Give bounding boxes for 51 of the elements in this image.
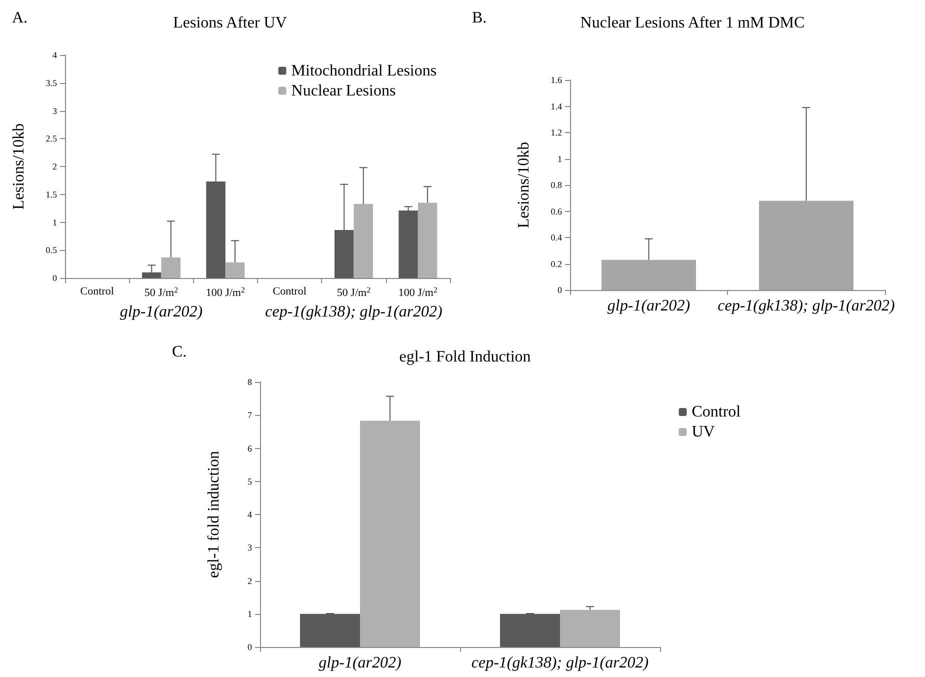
text: B. bbox=[472, 10, 487, 26]
chart-title: Lesions After UV bbox=[173, 14, 288, 32]
y-tick-label: 7 bbox=[248, 410, 252, 420]
y-tick-label: 1.6 bbox=[550, 75, 562, 85]
bar bbox=[161, 257, 180, 278]
bar bbox=[418, 202, 438, 278]
y-tick-label: 2 bbox=[52, 162, 57, 172]
y-tick-label: 2 bbox=[248, 576, 252, 586]
legend-label: Control bbox=[692, 403, 742, 420]
y-tick-label: 0.5 bbox=[46, 245, 58, 256]
y-tick-label: 3 bbox=[248, 542, 252, 553]
x-tick-label: Control bbox=[272, 286, 306, 298]
y-tick-label: 0.6 bbox=[550, 206, 562, 216]
y-tick-label: 3.5 bbox=[46, 78, 58, 88]
y-tick-label: 1.5 bbox=[46, 189, 58, 200]
y-tick-label: 1 bbox=[558, 154, 562, 164]
y-tick-label: 1.4 bbox=[550, 101, 562, 112]
bar bbox=[560, 610, 620, 647]
y-tick-label: 0 bbox=[248, 642, 252, 652]
chart-title: egl-1 Fold Induction bbox=[399, 348, 531, 366]
x-tick-label: Control bbox=[80, 286, 114, 298]
bar bbox=[354, 204, 373, 278]
y-tick-label: 2.5 bbox=[46, 134, 58, 144]
text: A. bbox=[12, 10, 28, 26]
y-tick-label: 4 bbox=[52, 50, 58, 60]
bar bbox=[500, 614, 560, 647]
y-tick-label: 1 bbox=[52, 217, 57, 228]
text: C. bbox=[172, 344, 187, 360]
bar bbox=[300, 614, 360, 647]
y-tick-label: 3 bbox=[52, 106, 58, 116]
y-tick-label: 8 bbox=[248, 377, 252, 387]
bar bbox=[398, 210, 418, 278]
y-tick-label: 1 bbox=[248, 608, 252, 619]
y-axis-title: Lesions/10kb bbox=[516, 142, 532, 228]
y-tick-label: 0.8 bbox=[550, 180, 562, 190]
y-tick-label: 4 bbox=[248, 510, 252, 520]
y-tick-label: 0 bbox=[558, 285, 562, 295]
legend-label: Mitochondrial Lesions bbox=[291, 62, 437, 80]
bar bbox=[225, 262, 245, 278]
y-axis-title: egl-1 fold induction bbox=[206, 450, 222, 578]
legend-label: UV bbox=[692, 423, 716, 440]
legend-label: Nuclear Lesions bbox=[291, 82, 396, 100]
y-tick-label: 5 bbox=[248, 476, 252, 486]
y-tick-label: 6 bbox=[248, 443, 252, 454]
y-axis-title: Lesions/10kb bbox=[10, 123, 28, 210]
bar bbox=[360, 420, 420, 647]
y-tick-label: 0 bbox=[52, 273, 58, 283]
y-tick-label: 0.4 bbox=[550, 232, 562, 242]
y-tick-label: 1.2 bbox=[550, 128, 562, 138]
y-tick-label: 0.2 bbox=[550, 258, 562, 269]
chart-title: Nuclear Lesions After 1 mM DMC bbox=[580, 14, 805, 32]
